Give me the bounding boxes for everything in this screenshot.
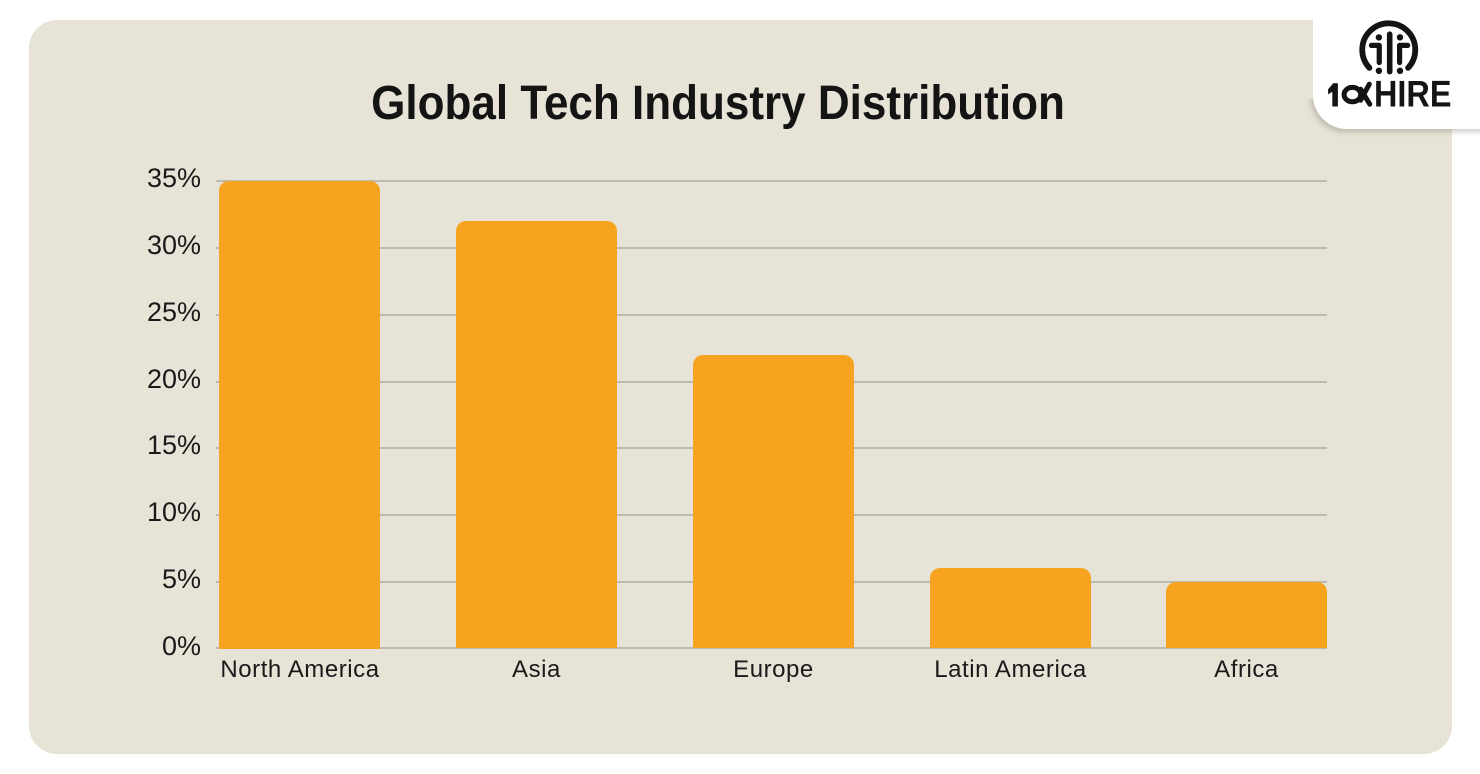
- svg-text:HIRE: HIRE: [1374, 74, 1452, 113]
